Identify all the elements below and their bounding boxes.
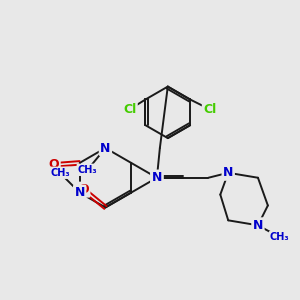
Text: N: N [253,219,263,232]
Text: N: N [100,142,111,154]
Text: CH₃: CH₃ [78,165,98,175]
Text: CH₃: CH₃ [270,232,290,242]
Text: N: N [152,171,162,184]
Text: N: N [223,166,233,179]
Text: N: N [152,171,162,184]
Text: Cl: Cl [203,103,217,116]
Text: O: O [49,158,59,171]
Text: O: O [78,183,89,196]
Text: N: N [74,186,85,199]
Text: Cl: Cl [123,103,136,116]
Text: CH₃: CH₃ [50,168,70,178]
